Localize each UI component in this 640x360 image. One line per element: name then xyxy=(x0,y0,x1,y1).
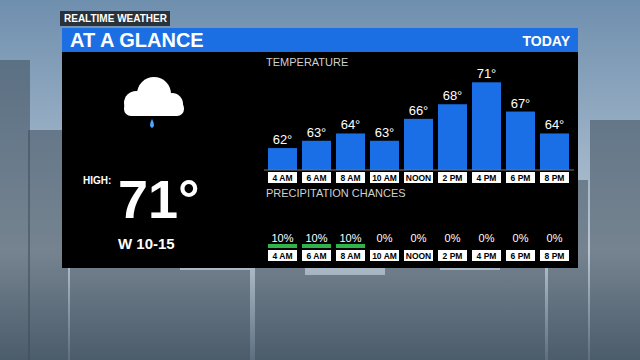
category-label: 10 AM xyxy=(372,251,397,261)
temperature-bar xyxy=(472,82,501,170)
category-label: 2 PM xyxy=(443,251,463,261)
precip-title: PRECIPITATION CHANCES xyxy=(266,187,406,199)
category-label: 4 AM xyxy=(273,173,293,183)
category-label: 8 AM xyxy=(341,173,361,183)
header-bar xyxy=(62,28,578,52)
category-label: 2 PM xyxy=(443,173,463,183)
data-label: 68° xyxy=(443,88,463,103)
category-box xyxy=(540,250,569,261)
precip-indicator xyxy=(336,244,365,248)
cloud-icon xyxy=(124,77,184,128)
temperature-bar xyxy=(268,148,297,170)
category-box xyxy=(438,172,467,183)
category-box xyxy=(268,250,297,261)
category-box xyxy=(438,250,467,261)
category-label: 8 PM xyxy=(545,173,565,183)
precip-label: 10% xyxy=(271,232,293,244)
precip-label: 0% xyxy=(377,232,393,244)
category-label: 10 AM xyxy=(372,173,397,183)
category-label: 6 PM xyxy=(511,251,531,261)
category-box xyxy=(506,172,535,183)
precip-indicator xyxy=(268,244,297,248)
building xyxy=(590,120,640,360)
data-label: 63° xyxy=(375,125,395,140)
category-box xyxy=(404,172,433,183)
building xyxy=(180,270,250,360)
category-label: 4 PM xyxy=(477,173,497,183)
high-value: 71° xyxy=(118,169,200,229)
title: AT A GLANCE xyxy=(70,29,204,51)
category-box xyxy=(336,172,365,183)
category-box xyxy=(336,250,365,261)
precip-label: 10% xyxy=(305,232,327,244)
building xyxy=(0,60,30,360)
precip-label: 0% xyxy=(513,232,529,244)
data-label: 67° xyxy=(511,96,531,111)
category-box xyxy=(404,250,433,261)
temperature-bar xyxy=(336,133,365,170)
precip-label: 10% xyxy=(339,232,361,244)
category-box xyxy=(302,250,331,261)
category-box xyxy=(268,172,297,183)
temperature-bar xyxy=(438,104,467,170)
category-label: NOON xyxy=(406,173,432,183)
brand-box xyxy=(60,11,170,26)
category-label: NOON xyxy=(406,251,432,261)
precip-label: 0% xyxy=(479,232,495,244)
category-label: 8 AM xyxy=(341,251,361,261)
category-label: 6 AM xyxy=(307,251,327,261)
panel xyxy=(62,28,578,268)
temperature-bar xyxy=(370,141,399,170)
chart-title: TEMPERATURE xyxy=(266,56,348,68)
period: TODAY xyxy=(523,33,571,49)
category-label: 6 PM xyxy=(511,173,531,183)
data-label: 64° xyxy=(341,117,361,132)
temperature-bar xyxy=(302,141,331,170)
baseline xyxy=(264,170,574,171)
building xyxy=(440,270,500,360)
high-label: HIGH: xyxy=(83,175,111,186)
raindrop xyxy=(150,119,154,128)
data-label: 64° xyxy=(545,117,565,132)
building xyxy=(305,275,385,360)
cloud-part xyxy=(124,101,184,116)
temperature-bar xyxy=(540,133,569,170)
data-label: 66° xyxy=(409,103,429,118)
graphic: REALTIME WEATHER AT A GLANCE TODAY HIGH: 71°… xyxy=(0,0,640,360)
bars xyxy=(268,82,569,170)
category-label: 4 AM xyxy=(273,251,293,261)
temperature-bar xyxy=(404,119,433,170)
category-label: 4 PM xyxy=(477,251,497,261)
precip-label: 0% xyxy=(547,232,563,244)
data-label: 62° xyxy=(273,132,293,147)
category-box xyxy=(370,250,399,261)
category-box xyxy=(472,250,501,261)
brand: REALTIME WEATHER xyxy=(64,13,168,24)
wind: W 10-15 xyxy=(118,235,175,252)
category-label: 8 PM xyxy=(545,251,565,261)
precip-label: 0% xyxy=(411,232,427,244)
category-label: 6 AM xyxy=(307,173,327,183)
category-box xyxy=(506,250,535,261)
category-box xyxy=(540,172,569,183)
data-label: 71° xyxy=(477,66,497,81)
category-box xyxy=(370,172,399,183)
data-label: 63° xyxy=(307,125,327,140)
temperature-bar xyxy=(506,112,535,170)
precip-label: 0% xyxy=(445,232,461,244)
category-box xyxy=(302,172,331,183)
building xyxy=(385,255,440,360)
building xyxy=(255,260,305,360)
precip-indicator xyxy=(302,244,331,248)
category-box xyxy=(472,172,501,183)
